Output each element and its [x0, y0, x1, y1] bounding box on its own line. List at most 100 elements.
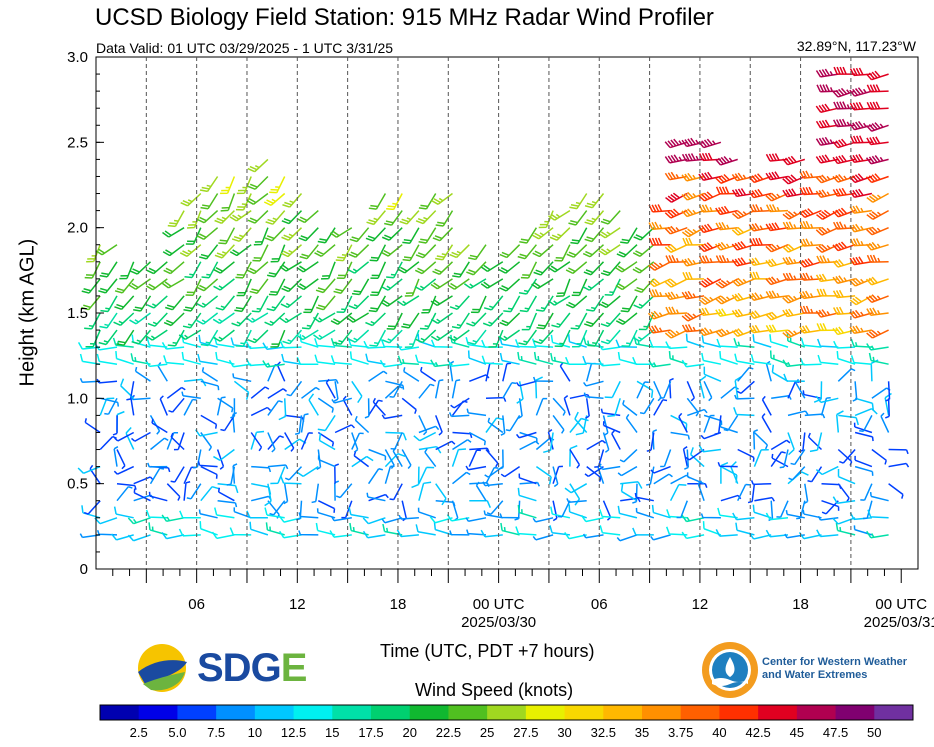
wind-barb	[865, 122, 889, 132]
wind-barb	[333, 381, 339, 402]
wind-barb	[389, 483, 403, 501]
wind-barb	[469, 447, 490, 453]
wind-barb	[116, 410, 125, 433]
wind-barb	[113, 446, 119, 467]
wind-barb	[282, 193, 303, 208]
wind-barb	[299, 244, 319, 260]
wind-barb	[532, 244, 554, 258]
wind-barb	[849, 325, 873, 334]
wind-barb	[765, 512, 789, 521]
wind-barb	[519, 295, 538, 313]
wind-barb	[690, 447, 705, 468]
wind-barb	[401, 312, 420, 329]
wind-barb	[817, 515, 839, 521]
wind-barb	[585, 398, 590, 419]
wind-barb	[584, 193, 605, 209]
wind-barb	[334, 424, 355, 434]
colorbar-swatch	[564, 705, 604, 720]
wind-barb	[127, 517, 151, 525]
wind-barb	[348, 244, 370, 258]
wind-barb	[731, 328, 755, 337]
wind-barb	[600, 312, 621, 328]
wind-barb	[369, 329, 387, 347]
wind-barb	[351, 278, 370, 296]
wind-barb	[865, 276, 889, 286]
wind-barb	[515, 431, 537, 439]
wind-barb	[216, 449, 225, 470]
wind-barb	[849, 135, 872, 144]
wind-barb	[517, 244, 537, 260]
colorbar-swatch	[719, 705, 759, 720]
wind-barb	[859, 415, 873, 433]
wind-barb	[698, 138, 722, 149]
wind-barb	[163, 312, 185, 327]
wind-barb	[733, 407, 755, 417]
wind-barb	[451, 448, 467, 467]
wind-barb	[236, 278, 252, 297]
wind-barb	[664, 291, 688, 301]
wind-barb	[369, 244, 387, 262]
wind-barb	[750, 354, 772, 365]
wind-barb	[849, 205, 873, 214]
wind-barb	[112, 415, 118, 436]
wind-barb	[211, 531, 235, 540]
wind-barb	[681, 257, 705, 267]
wind-barb	[145, 278, 168, 291]
wind-barb	[447, 359, 470, 367]
colorbar-swatch	[216, 705, 256, 720]
wind-barb	[499, 312, 521, 327]
wind-barb	[336, 295, 353, 313]
wind-barb	[517, 487, 537, 502]
colorbar-swatch	[138, 705, 178, 720]
wind-barb	[181, 391, 201, 400]
wind-barb	[617, 505, 638, 519]
wind-barb	[715, 328, 738, 338]
wind-barb	[325, 378, 336, 399]
wind-barb	[281, 353, 302, 365]
wind-barb	[782, 209, 806, 220]
wind-barb	[815, 174, 839, 184]
wind-barb	[213, 278, 235, 291]
wind-barb	[521, 312, 538, 331]
wind-barb	[399, 210, 420, 225]
wind-barb	[270, 329, 286, 348]
wind-barb	[816, 288, 839, 297]
wind-barb	[218, 227, 236, 245]
wind-barb	[598, 244, 621, 256]
wind-barb	[200, 329, 219, 347]
wind-barb	[98, 329, 118, 346]
wind-barb	[698, 152, 721, 162]
wind-barb	[167, 329, 185, 347]
wind-barb	[676, 500, 689, 519]
wind-barb	[220, 176, 236, 195]
wind-barb	[198, 244, 219, 260]
wind-barb	[415, 244, 437, 259]
wind-barb	[835, 522, 856, 536]
wind-barb	[182, 312, 202, 329]
wind-barb	[754, 496, 775, 502]
wind-barb	[315, 278, 336, 294]
wind-barb	[418, 425, 440, 434]
wind-barb	[301, 312, 319, 330]
wind-barb	[714, 241, 738, 251]
wind-barb	[570, 312, 588, 330]
wind-barb	[669, 483, 687, 502]
wind-barb	[518, 329, 538, 346]
wind-barb	[782, 256, 805, 266]
wind-barb	[687, 408, 708, 417]
wind-barb	[116, 482, 137, 490]
wind-barb	[732, 512, 755, 521]
wind-barb	[832, 187, 856, 197]
wind-barb	[502, 362, 512, 382]
colorbar-swatch	[874, 705, 914, 720]
wind-barb	[782, 243, 806, 253]
wind-barb	[115, 350, 134, 365]
wind-barb	[570, 227, 588, 245]
y-tick-label: 2.5	[67, 134, 88, 151]
wind-barb	[832, 173, 856, 183]
wind-barb	[468, 449, 481, 467]
wind-barb	[463, 278, 487, 289]
wind-barb	[748, 188, 772, 199]
wind-barb	[665, 306, 688, 315]
